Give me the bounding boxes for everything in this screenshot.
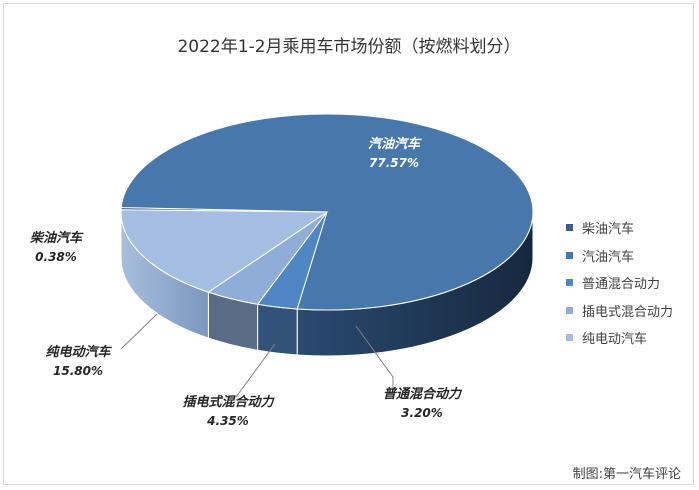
data-label-name-hybrid: 普通混合动力 — [383, 386, 463, 402]
leader-line-ev — [120, 313, 158, 350]
legend-item-phev: 插电式混合动力 — [566, 297, 696, 325]
data-label-name-ev: 纯电动汽车 — [45, 344, 112, 360]
legend-label-hybrid: 普通混合动力 — [582, 277, 661, 293]
legend-swatch-gasoline — [566, 251, 573, 259]
legend-label-ev: 纯电动汽车 — [582, 332, 648, 348]
legend-swatch-diesel — [566, 224, 573, 232]
data-label-value-diesel: 0.38% — [35, 250, 77, 264]
leader-line-phev — [235, 343, 276, 398]
data-label-value-gasoline: 77.57% — [369, 156, 419, 170]
legend-swatch-hybrid — [566, 279, 573, 287]
data-label-value-hybrid: 3.20% — [401, 406, 443, 420]
pie-slice-ev — [120, 209, 329, 293]
legend-item-hybrid: 普通混合动力 — [566, 269, 696, 297]
pie-side-hybrid — [257, 303, 298, 356]
leader-line-hybrid — [355, 325, 394, 389]
legend-label-diesel: 柴油汽车 — [582, 222, 635, 238]
chart-title: 2022年1-2月乘用车市场份额（按燃料划分） — [177, 37, 520, 57]
legend-item-gasoline: 汽油汽车 — [566, 242, 696, 270]
legend-label-gasoline: 汽油汽车 — [582, 249, 635, 265]
data-label-name-phev: 插电式混合动力 — [182, 394, 275, 410]
data-label-name-diesel: 柴油汽车 — [29, 230, 84, 246]
legend-item-ev: 纯电动汽车 — [566, 324, 696, 352]
legend-label-phev: 插电式混合动力 — [582, 304, 674, 320]
legend-swatch-ev — [566, 334, 573, 342]
legend-item-diesel: 柴油汽车 — [566, 214, 696, 242]
credit-text: 制图:第一汽车评论 — [572, 467, 681, 482]
legend-swatch-phev — [566, 306, 573, 314]
legend: 柴油汽车汽油汽车普通混合动力 插电式混合动力 纯电动汽车 — [566, 214, 696, 352]
data-label-value-ev: 15.80% — [53, 364, 103, 378]
data-label-name-gasoline: 汽油汽车 — [368, 136, 422, 152]
data-label-value-phev: 4.35% — [206, 414, 249, 428]
